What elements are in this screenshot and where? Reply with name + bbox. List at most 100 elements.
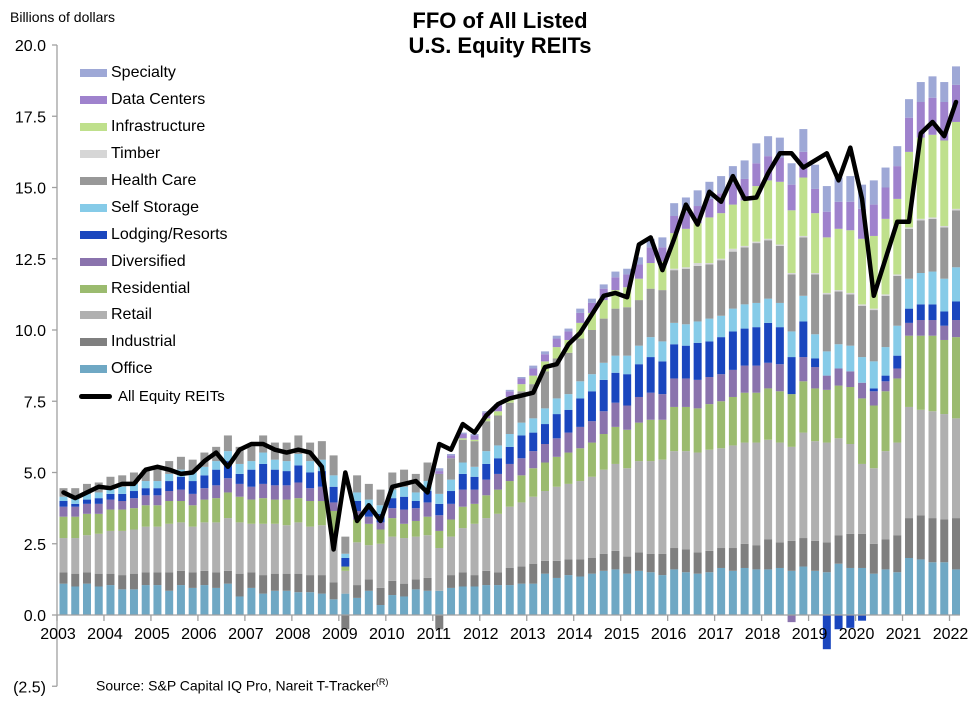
bar-segment-residential [681, 406, 690, 452]
bar-segment-residential [693, 408, 702, 453]
bar-segment-data-centers [728, 183, 737, 205]
bar-segment-health-care [728, 251, 737, 309]
bar-segment-lodging-resorts [458, 473, 467, 490]
legend-label: Health Care [111, 172, 197, 189]
bar-segment-diversified [681, 378, 690, 407]
bar-segment-office [423, 590, 432, 615]
bar-segment-residential [353, 519, 362, 543]
bar-segment-diversified [611, 402, 620, 427]
bar-segment-industrial [212, 572, 221, 588]
bar-segment-industrial [693, 552, 702, 574]
bar-segment-health-care [188, 459, 197, 473]
bar-segment-diversified [505, 463, 514, 482]
bar-segment-specialty [658, 237, 667, 248]
bar-segment-data-centers [658, 247, 667, 262]
bar-segment-industrial [811, 540, 820, 571]
bar-segment-office [869, 573, 878, 615]
bar-segment-office [670, 569, 679, 615]
bar-segment-residential [141, 505, 150, 527]
bar-segment-timber [893, 274, 902, 276]
bar-segment-residential [869, 405, 878, 469]
bar-segment-office [658, 575, 667, 615]
bar-segment-diversified [552, 438, 561, 457]
bar-segment-data-centers [764, 156, 773, 181]
bar-segment-office [611, 569, 620, 615]
bar-segment-self-storage [129, 483, 138, 492]
bar-segment-retail [106, 530, 115, 574]
y-tick-label: 10.0 [15, 323, 46, 340]
bar-segment-office [470, 586, 479, 615]
bar-segment-office [141, 585, 150, 615]
bar-segment-health-care [329, 455, 338, 476]
y-tick-label: 17.5 [15, 109, 46, 126]
bar-segment-timber [693, 263, 702, 266]
bar-segment-health-care [623, 307, 632, 356]
bar-segment-timber [681, 267, 690, 269]
bar-segment-industrial [388, 580, 397, 596]
bar-segment-data-centers [893, 166, 902, 199]
bar-segment-lodging-resorts [658, 361, 667, 395]
bar-segment-diversified [846, 371, 855, 387]
bar-segment-self-storage [400, 486, 409, 497]
legend-label: Self Storage [111, 198, 200, 216]
bar-segment-data-centers [435, 471, 444, 474]
bar-segment-diversified [176, 489, 185, 501]
bar-segment-industrial [670, 548, 679, 570]
bar-segment-diversified [59, 506, 68, 517]
bar-segment-residential [294, 498, 303, 523]
bar-segment-data-centers [705, 198, 714, 218]
bar-segment-lodging-resorts [388, 498, 397, 509]
bar-segment-data-centers [552, 338, 561, 348]
bar-segment-lodging-resorts [940, 311, 949, 326]
bar-segment-diversified [247, 486, 256, 500]
bar-segment-self-storage [212, 461, 221, 470]
bar-segment-retail [282, 525, 291, 574]
bar-segment-lodging-resorts [799, 321, 808, 358]
bar-segment-retail [494, 513, 503, 573]
bar-segment-diversified [658, 394, 667, 420]
bar-segment-lodging-resorts [482, 463, 491, 480]
bar-segment-industrial [306, 575, 315, 593]
bar-segment-specialty [482, 411, 491, 413]
bar-segment-office [482, 585, 491, 615]
x-tick-label: 2010 [369, 626, 405, 643]
bar-segment-data-centers [822, 211, 831, 238]
bar-segment-office [411, 589, 420, 615]
bar-segment-retail [364, 545, 373, 580]
bar-segment-diversified [869, 391, 878, 406]
bar-segment-retail [388, 536, 397, 581]
bar-segment-data-centers [611, 277, 620, 291]
bar-segment-office [329, 599, 338, 615]
y-tick-label: 5.0 [24, 466, 46, 483]
bar-segment-health-care [646, 288, 655, 338]
bar-segment-infrastructure [646, 263, 655, 289]
bar-segment-infrastructure [634, 278, 643, 301]
bar-segment-self-storage [787, 331, 796, 358]
x-tick-label: 2005 [134, 626, 170, 643]
bar-segment-self-storage [482, 451, 491, 464]
bar-segment-infrastructure [811, 213, 820, 273]
bar-segment-lodging-resorts [129, 491, 138, 499]
bar-segment-health-care [681, 268, 690, 325]
x-tick-label: 2007 [228, 626, 264, 643]
y-tick-label: 7.5 [24, 394, 46, 411]
bar-segment-infrastructure [916, 137, 925, 219]
bar-segment-residential [376, 529, 385, 544]
bar-segment-residential [646, 419, 655, 462]
bar-segment-self-storage [270, 459, 279, 470]
bar-segment-self-storage [376, 505, 385, 514]
bar-segment-industrial [435, 615, 444, 630]
bar-segment-specialty [670, 203, 679, 216]
bar-segment-retail [799, 432, 808, 539]
bar-segment-industrial [106, 573, 115, 586]
bar-segment-industrial [458, 572, 467, 587]
bar-segment-specialty [846, 176, 855, 202]
bar-segment-infrastructure [494, 411, 503, 416]
bar-segment-specialty [740, 160, 749, 179]
legend-item: Specialty [80, 60, 228, 87]
bar-segment-industrial [717, 548, 726, 568]
bar-segment-office [153, 585, 162, 615]
bar-segment-residential [329, 510, 338, 536]
bar-segment-residential [576, 448, 585, 482]
